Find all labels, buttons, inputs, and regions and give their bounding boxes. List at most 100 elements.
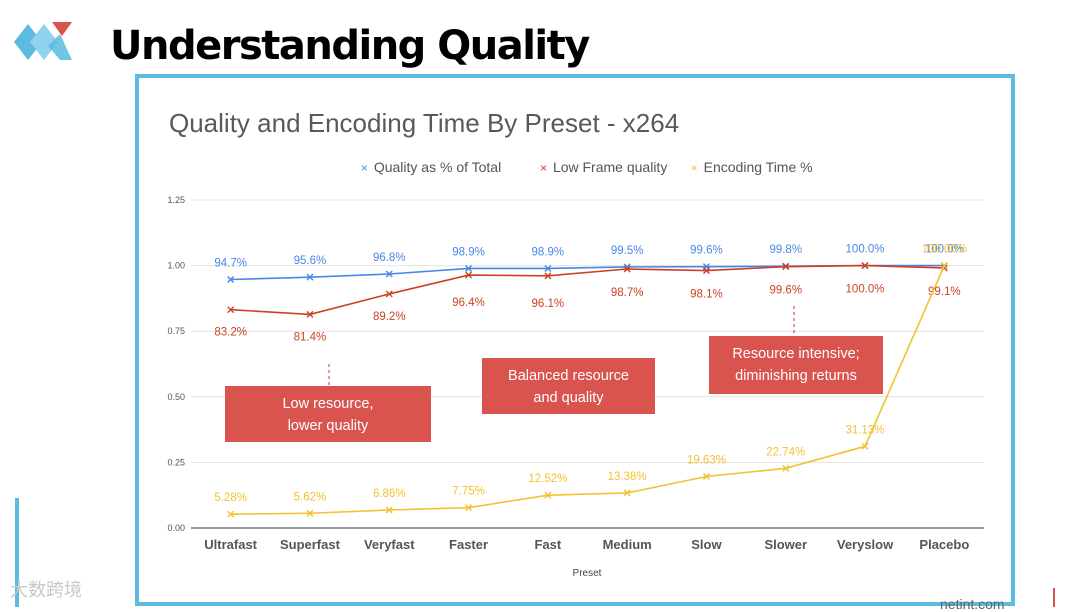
data-point	[782, 464, 790, 472]
logo-red-triangle	[52, 22, 72, 36]
data-label: 89.2%	[373, 311, 406, 323]
data-point	[227, 276, 235, 284]
data-point	[465, 264, 473, 272]
data-point	[385, 506, 393, 514]
legend-label: Encoding Time %	[704, 159, 813, 175]
x-axis: Ultrafast Superfast Veryfast Faster Fast Medi…	[204, 537, 969, 552]
x-tick-label: Ultrafast	[204, 537, 257, 552]
data-label: 22.74%	[766, 446, 805, 458]
data-label: 98.9%	[532, 246, 565, 258]
data-point	[465, 271, 473, 279]
data-label: 98.9%	[452, 246, 485, 258]
annotation-2: Balanced resource and quality	[482, 358, 655, 414]
data-label: 81.4%	[294, 331, 327, 343]
footer-url: netint.com	[940, 596, 1005, 612]
logo-right-shape	[48, 34, 72, 60]
annotation-text: Balanced resource	[508, 368, 629, 384]
annotation-text: lower quality	[288, 418, 369, 434]
data-label: 5.62%	[294, 491, 327, 503]
y-tick-label: 0.75	[167, 326, 185, 336]
data-label: 13.38%	[608, 471, 647, 483]
slide-title: Understanding Quality	[110, 23, 590, 69]
annotations: Low resource, lower quality Balanced resou…	[225, 306, 883, 442]
legend-marker: ×	[540, 161, 547, 175]
data-label: 96.8%	[373, 252, 406, 264]
annotation-text: diminishing returns	[735, 368, 857, 384]
data-label: 99.6%	[769, 285, 802, 297]
x-tick-label: Superfast	[280, 537, 341, 552]
data-point	[306, 509, 314, 517]
data-label: 83.2%	[214, 327, 247, 339]
legend-entry: × Encoding Time %	[691, 159, 813, 175]
data-label: 100.0%	[846, 244, 885, 256]
data-point	[782, 263, 790, 271]
legend-label: Low Frame quality	[553, 159, 667, 175]
data-point	[385, 290, 393, 298]
data-label: 5.28%	[214, 492, 247, 504]
chart-frame: Quality and Encoding Time By Preset - x2…	[135, 74, 1015, 606]
legend-entry: × Quality as % of Total	[361, 159, 501, 175]
data-point	[940, 262, 948, 270]
data-point	[623, 265, 631, 273]
y-tick-label: 0.25	[167, 457, 185, 467]
data-label: 94.7%	[214, 258, 247, 270]
data-label: 6.86%	[373, 488, 406, 500]
x-tick-label: Fast	[534, 537, 561, 552]
y-tick-label: 1.25	[167, 195, 185, 205]
y-tick-label: 0.00	[167, 523, 185, 533]
data-point	[861, 442, 869, 450]
annotation-text: Low resource,	[282, 396, 373, 412]
data-point	[306, 310, 314, 318]
x-tick-label: Placebo	[919, 537, 969, 552]
data-point	[306, 273, 314, 281]
data-point	[861, 262, 869, 270]
data-label: 31.13%	[846, 424, 885, 436]
annotation-3: Resource intensive; diminishing returns	[709, 306, 883, 394]
netint-logo	[14, 22, 72, 60]
line-chart: Quality and Encoding Time By Preset - x2…	[167, 108, 984, 579]
y-tick-label: 1.00	[167, 261, 185, 271]
watermark-text: 大数跨境	[10, 580, 82, 601]
annotation-text: Resource intensive;	[732, 346, 859, 362]
data-point	[623, 489, 631, 497]
x-tick-label: Faster	[449, 537, 488, 552]
legend-entry: × Low Frame quality	[540, 159, 667, 175]
data-label: 99.8%	[769, 244, 802, 256]
data-label: 99.6%	[690, 245, 723, 257]
data-point	[544, 491, 552, 499]
data-label: 98.7%	[611, 287, 644, 299]
logo-mid-diamond	[30, 24, 58, 60]
annotation-box	[709, 336, 883, 394]
data-label: 12.52%	[528, 473, 567, 485]
data-label: 100.0%	[846, 284, 885, 296]
data-point	[227, 510, 235, 518]
annotation-box	[225, 386, 431, 442]
data-point	[544, 264, 552, 272]
legend-marker: ×	[361, 161, 368, 175]
x-tick-label: Medium	[603, 537, 652, 552]
legend-marker: ×	[691, 161, 698, 175]
x-axis-label: Preset	[573, 568, 602, 579]
y-tick-label: 0.50	[167, 392, 185, 402]
x-tick-label: Veryslow	[837, 537, 894, 552]
chart-title: Quality and Encoding Time By Preset - x2…	[169, 108, 679, 138]
series-1: 94.7% 95.6% 96.8% 98.9% 98.9% 99.5% 99.6% 99.8%…	[214, 244, 964, 284]
data-point	[544, 272, 552, 280]
data-label: 99.1%	[928, 286, 961, 298]
annotation-1: Low resource, lower quality	[225, 364, 431, 442]
annotation-text: and quality	[533, 390, 604, 406]
data-point	[702, 472, 710, 480]
data-point	[227, 306, 235, 314]
legend: × Quality as % of Total × Low Frame quality…	[361, 159, 813, 175]
data-label: 99.5%	[611, 245, 644, 257]
left-accent-bar	[15, 498, 19, 607]
series-2: 83.2% 81.4% 89.2% 96.4% 96.1% 98.7% 98.1% 99.6%…	[214, 262, 961, 343]
series-group: 94.7% 95.6% 96.8% 98.9% 98.9% 99.5% 99.6% 99.8%…	[214, 244, 967, 518]
series-3: 5.28% 5.62% 6.86% 7.75% 12.52% 13.38% 19.63% 22…	[214, 244, 967, 518]
y-axis: 0.00 0.25 0.50 0.75 1.00 1.25	[167, 195, 185, 533]
x-tick-label: Slow	[691, 537, 722, 552]
x-tick-label: Slower	[764, 537, 807, 552]
data-label: 7.75%	[452, 486, 485, 498]
annotation-box	[482, 358, 655, 414]
data-label: 96.4%	[452, 297, 485, 309]
